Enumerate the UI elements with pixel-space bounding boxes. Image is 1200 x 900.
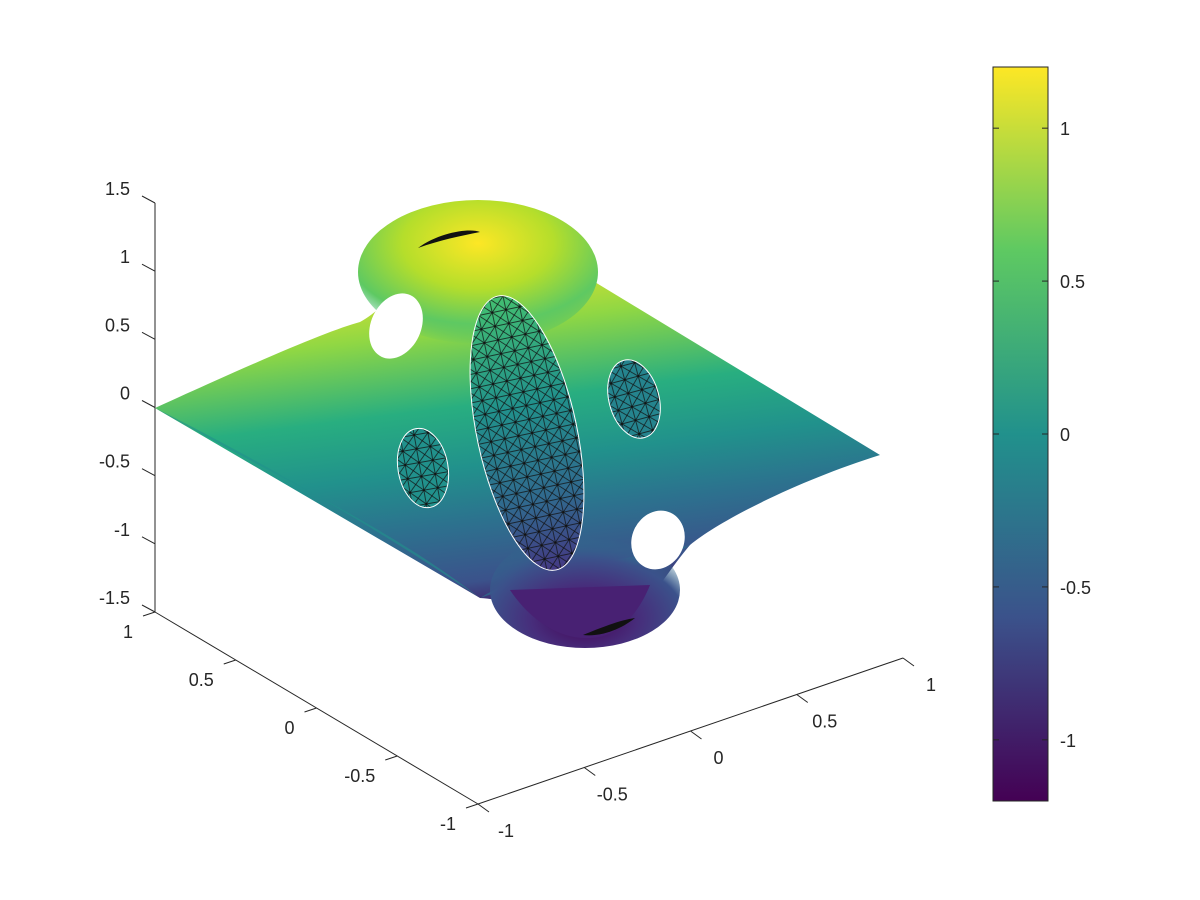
x-tick (796, 694, 809, 703)
y-tick (465, 803, 479, 809)
z-tick-label: -1 (114, 520, 130, 540)
y-ticks: -1 -0.5 0 0.5 1 (123, 611, 479, 834)
x-tick (477, 803, 490, 813)
z-tick (141, 195, 156, 204)
z-tick-label: 0.5 (105, 315, 130, 335)
mesh-patch-left (396, 427, 450, 509)
z-tick-label: 1 (120, 247, 130, 267)
hole-lower-right (631, 510, 685, 570)
mesh-patch-center (469, 295, 585, 571)
y-tick (223, 659, 236, 665)
x-tick (902, 657, 915, 667)
colorbar-tick-label: 1 (1060, 119, 1070, 139)
y-tick (142, 611, 156, 617)
z-tick (141, 604, 156, 613)
colorbar-tick-label: -1 (1060, 731, 1076, 751)
x-tick (583, 767, 596, 776)
z-tick (141, 536, 156, 545)
y-tick (304, 707, 317, 713)
colorbar-fill (993, 67, 1048, 801)
z-tick-label: 0 (120, 384, 130, 404)
z-tick-label: 1.5 (105, 179, 130, 199)
x-tick (690, 730, 702, 740)
z-tick-label: -0.5 (99, 452, 130, 472)
colorbar-tick-label: 0.5 (1060, 272, 1085, 292)
z-tick-label: -1.5 (99, 588, 130, 608)
y-tick-label: 0 (284, 718, 294, 738)
y-tick-label: -1 (440, 814, 456, 834)
colorbar-tick-label: -0.5 (1060, 578, 1091, 598)
y-tick (385, 755, 398, 761)
peak-cap (418, 230, 480, 248)
trough-cap (583, 618, 635, 636)
x-tick-label: 0.5 (812, 712, 837, 732)
colorbar-tick-label: 0 (1060, 425, 1070, 445)
x-tick-label: 1 (926, 675, 936, 695)
y-tick-label: 0.5 (189, 670, 214, 690)
surface-plot (155, 200, 880, 648)
z-tick (141, 263, 156, 272)
y-tick-label: -0.5 (344, 766, 375, 786)
z-tick (141, 400, 156, 408)
y-tick-label: 1 (123, 622, 133, 642)
x-tick-label: -0.5 (597, 785, 628, 805)
hole-upper-left (369, 293, 423, 359)
z-tick (141, 331, 156, 340)
colorbar: -1 -0.5 0 0.5 1 (992, 66, 1091, 802)
axes-3d: -1.5 -1 -0.5 0 0.5 1 1.5 -1 -0.5 0 0.5 1 -1 -0.5 0 0.… (99, 179, 936, 841)
z-ticks: -1.5 -1 -0.5 0 0.5 1 1.5 (99, 179, 156, 613)
x-ticks: -1 -0.5 0 0.5 1 (477, 657, 936, 841)
z-tick (141, 468, 156, 477)
colorbar-ticks: -1 -0.5 0 0.5 1 (993, 119, 1091, 751)
mesh-patch-right (607, 359, 661, 439)
x-tick-label: 0 (713, 748, 723, 768)
x-tick-label: -1 (498, 821, 514, 841)
